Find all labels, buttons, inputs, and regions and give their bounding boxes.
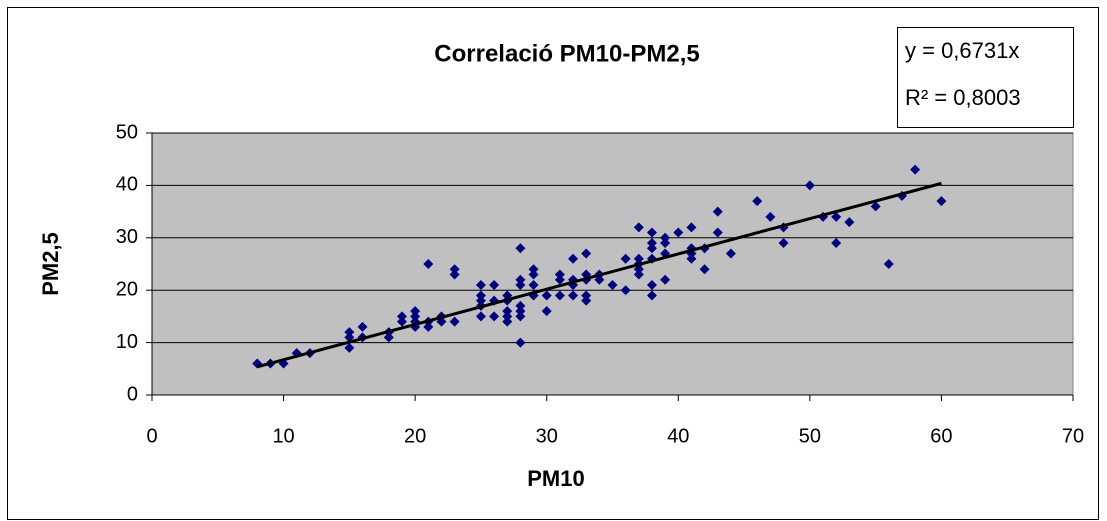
point: [581, 290, 592, 301]
point: [765, 211, 776, 222]
y-tick-label: 10: [116, 331, 138, 353]
point: [410, 311, 421, 322]
equation: y = 0,6731x: [905, 38, 1019, 63]
point: [646, 238, 657, 249]
point: [344, 327, 355, 338]
point: [620, 253, 631, 264]
chart-title: Correlació PM10-PM2,5: [434, 40, 699, 67]
point: [686, 222, 697, 233]
point: [515, 279, 526, 290]
x-tick-label: 20: [404, 425, 426, 447]
point: [607, 279, 618, 290]
x-tick-label: 50: [799, 425, 821, 447]
point: [515, 274, 526, 285]
point: [633, 269, 644, 280]
point: [475, 290, 486, 301]
point: [646, 227, 657, 238]
point: [620, 285, 631, 296]
point: [699, 264, 710, 275]
point: [646, 243, 657, 254]
point: [554, 290, 565, 301]
x-tick-label: 0: [146, 425, 157, 447]
point: [831, 211, 842, 222]
x-tick-label: 10: [272, 425, 294, 447]
point: [581, 248, 592, 259]
point: [502, 316, 513, 327]
point: [752, 196, 763, 207]
point: [515, 306, 526, 317]
point: [502, 306, 513, 317]
point: [554, 274, 565, 285]
equation-box: [897, 27, 1074, 128]
point: [396, 316, 407, 327]
point: [344, 332, 355, 343]
point: [646, 279, 657, 290]
point: [449, 269, 460, 280]
point: [383, 332, 394, 343]
point: [344, 342, 355, 353]
point: [568, 290, 579, 301]
point: [831, 238, 842, 249]
y-tick-label: 0: [127, 383, 138, 405]
point: [554, 269, 565, 280]
point: [528, 279, 539, 290]
point: [660, 232, 671, 243]
y-tick-label: 30: [116, 226, 138, 248]
point: [489, 311, 500, 322]
point: [423, 321, 434, 332]
point: [936, 196, 947, 207]
point: [396, 311, 407, 322]
point: [581, 295, 592, 306]
point: [633, 264, 644, 275]
point: [883, 259, 894, 269]
point: [725, 248, 736, 259]
point: [515, 300, 526, 311]
y-axis-label: PM2,5: [38, 232, 63, 296]
point: [633, 222, 644, 233]
point: [910, 164, 921, 175]
y-tick-label: 20: [116, 278, 138, 300]
point: [633, 253, 644, 264]
point: [712, 227, 723, 238]
point: [541, 290, 552, 301]
r-squared: R² = 0,8003: [905, 85, 1021, 110]
point: [475, 295, 486, 306]
point: [686, 253, 697, 264]
point: [502, 311, 513, 322]
point: [357, 321, 368, 332]
plot-area: [151, 132, 1074, 396]
point: [515, 337, 526, 348]
trendline: [256, 181, 942, 369]
point: [528, 264, 539, 275]
x-tick-label: 70: [1062, 425, 1084, 447]
point: [660, 238, 671, 249]
point: [804, 180, 815, 191]
point: [528, 269, 539, 280]
point: [475, 311, 486, 322]
point: [475, 279, 486, 290]
x-tick-label: 30: [536, 425, 558, 447]
point: [870, 201, 881, 212]
point: [410, 306, 421, 317]
point: [844, 217, 855, 228]
point: [423, 259, 434, 269]
x-axis-label: PM10: [527, 466, 584, 491]
point: [778, 238, 789, 249]
point: [712, 206, 723, 217]
point: [515, 243, 526, 254]
point: [541, 306, 552, 317]
x-tick-label: 40: [667, 425, 689, 447]
point: [449, 316, 460, 327]
point: [646, 290, 657, 301]
point: [673, 227, 684, 238]
point: [489, 279, 500, 290]
x-tick-label: 60: [930, 425, 952, 447]
y-tick-label: 40: [116, 174, 138, 196]
point: [515, 311, 526, 322]
point: [660, 274, 671, 285]
point: [449, 264, 460, 275]
y-tick-label: 50: [116, 121, 138, 143]
point: [568, 253, 579, 264]
